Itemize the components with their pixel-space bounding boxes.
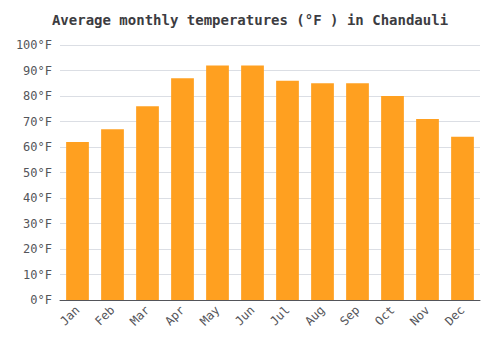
svg-text:20°F: 20°F <box>23 242 52 256</box>
svg-text:Oct: Oct <box>372 303 397 328</box>
svg-text:Sep: Sep <box>337 303 362 328</box>
svg-text:Jul: Jul <box>267 303 292 328</box>
svg-text:Average monthly temperatures (: Average monthly temperatures (°F ) in Ch… <box>52 12 448 28</box>
svg-text:Jan: Jan <box>57 303 82 328</box>
svg-text:Mar: Mar <box>127 303 152 328</box>
svg-text:Jun: Jun <box>232 303 257 328</box>
svg-text:10°F: 10°F <box>23 268 52 282</box>
svg-text:May: May <box>197 303 222 328</box>
svg-text:Apr: Apr <box>162 303 187 328</box>
svg-text:90°F: 90°F <box>23 64 52 78</box>
svg-text:100°F: 100°F <box>16 38 52 52</box>
svg-text:0°F: 0°F <box>30 293 52 307</box>
svg-text:Dec: Dec <box>442 303 467 328</box>
svg-text:60°F: 60°F <box>23 140 52 154</box>
svg-text:40°F: 40°F <box>23 191 52 205</box>
svg-text:50°F: 50°F <box>23 166 52 180</box>
svg-text:80°F: 80°F <box>23 89 52 103</box>
svg-text:Aug: Aug <box>302 303 327 328</box>
svg-text:70°F: 70°F <box>23 115 52 129</box>
svg-text:Feb: Feb <box>92 303 117 328</box>
svg-text:Nov: Nov <box>407 303 432 328</box>
svg-text:30°F: 30°F <box>23 217 52 231</box>
